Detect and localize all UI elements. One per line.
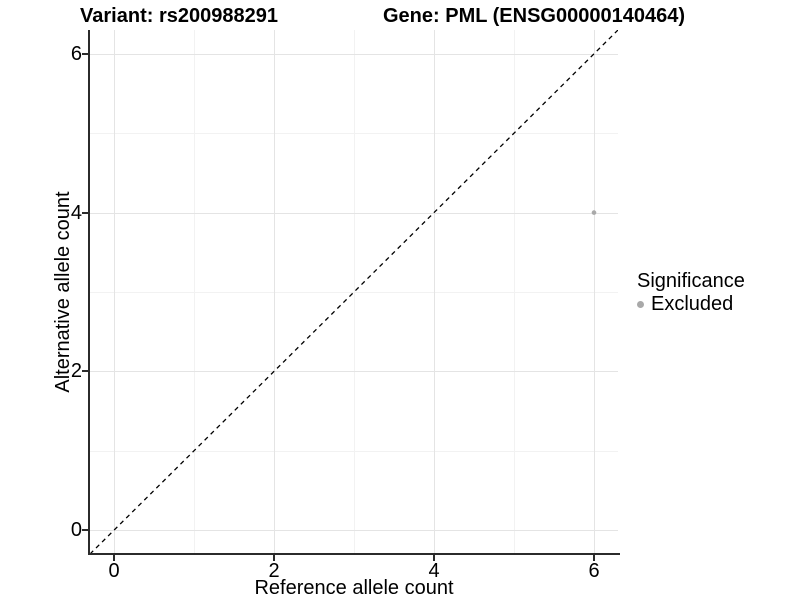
gridline-minor-y-1: [90, 451, 618, 452]
legend-title: Significance: [637, 270, 745, 292]
gene-title: Gene: PML (ENSG00000140464): [382, 5, 686, 27]
legend: Significance Excluded: [637, 270, 745, 314]
gridline-major-x-4: [434, 30, 435, 554]
data-layer: [89, 29, 619, 555]
x-tick-label-2: 2: [268, 560, 280, 582]
identity-reference-line: [89, 29, 619, 555]
gridline-major-x-0: [114, 30, 115, 554]
gridlines-layer: [90, 30, 618, 554]
legend-key-circle-icon: [637, 300, 644, 308]
x-axis-line: [88, 553, 620, 555]
x-tick-6: [593, 555, 595, 561]
y-tick-4: [82, 212, 88, 214]
legend-entries: Excluded: [637, 294, 745, 314]
gridline-minor-y-5: [90, 133, 618, 134]
x-tick-4: [433, 555, 435, 561]
legend-entry-label: Excluded: [651, 293, 734, 315]
legend-entry: Excluded: [637, 294, 745, 314]
variant-title: Variant: rs200988291: [80, 5, 278, 27]
y-tick-6: [82, 53, 88, 55]
gridline-major-y-4: [90, 213, 618, 214]
gridline-major-y-0: [90, 530, 618, 531]
x-tick-2: [273, 555, 275, 561]
y-tick-0: [82, 529, 88, 531]
gridline-minor-y-3: [90, 292, 618, 293]
plot-svg: [89, 29, 619, 555]
y-tick-label-4: 4: [70, 202, 82, 224]
y-axis-line: [88, 30, 90, 555]
x-tick-label-0: 0: [108, 560, 120, 582]
y-tick-label-6: 6: [70, 43, 82, 65]
x-tick-label-4: 4: [428, 560, 440, 582]
gridline-major-y-2: [90, 371, 618, 372]
y-axis-title: Alternative allele count: [52, 191, 74, 393]
x-tick-label-6: 6: [588, 560, 600, 582]
data-point-0: [591, 210, 597, 215]
y-tick-2: [82, 370, 88, 372]
gridline-major-x-6: [594, 30, 595, 554]
y-tick-label-2: 2: [70, 360, 82, 382]
gridline-major-x-2: [274, 30, 275, 554]
y-tick-label-0: 0: [70, 519, 82, 541]
plot-panel: [89, 29, 619, 555]
x-tick-0: [113, 555, 115, 561]
x-axis-title: Reference allele count: [254, 577, 454, 599]
gridline-major-y-6: [90, 54, 618, 55]
